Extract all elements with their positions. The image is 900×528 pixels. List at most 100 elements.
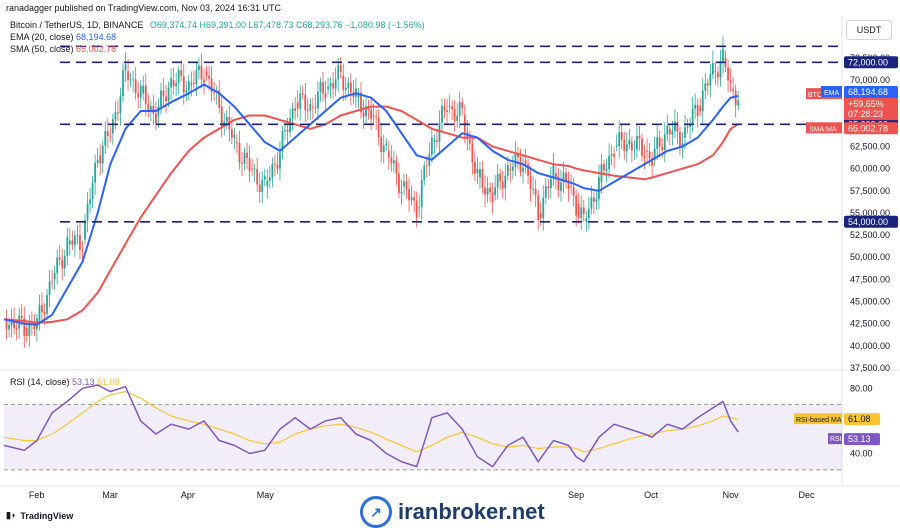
candle-body (167, 87, 170, 102)
candle-body (592, 197, 595, 202)
candle-body (203, 79, 205, 83)
candle-body (691, 108, 694, 125)
candle-body (474, 162, 476, 174)
time-tick-label: Oct (644, 490, 659, 500)
candle-body (43, 312, 46, 314)
candle-body (517, 153, 519, 158)
candle-body (524, 159, 527, 165)
candle-body (587, 208, 590, 219)
tv-logo-icon: ▮◗ (6, 510, 17, 520)
candle-body (456, 115, 459, 121)
candle-body (711, 63, 714, 75)
candle-body (149, 105, 152, 111)
candle-body (23, 318, 26, 336)
candle-body (129, 79, 132, 81)
candle-body (405, 181, 408, 190)
tradingview-logo[interactable]: ▮◗ TradingView (6, 510, 73, 521)
candle-body (372, 115, 375, 118)
sma-legend[interactable]: SMA (50, close) 65,002.78 (10, 44, 116, 54)
candle-body (468, 139, 471, 144)
candle-body (494, 187, 497, 196)
candle-body (448, 106, 451, 108)
candle-body (165, 96, 167, 102)
candle-body (205, 71, 208, 76)
candle-body (5, 319, 8, 330)
candle-body (61, 259, 64, 269)
candle-body (415, 200, 418, 218)
candle-body (618, 132, 621, 147)
candle-body (395, 160, 398, 174)
candle-body (279, 152, 281, 169)
time-tick-label: Mar (102, 490, 118, 500)
price-tick-label: 37,500.00 (850, 363, 890, 373)
candle-body (418, 207, 421, 209)
candle-body (263, 175, 266, 180)
candle-body (241, 162, 243, 164)
symbol-name[interactable]: Bitcoin / TetherUS, 1D, BINANCE (10, 20, 144, 30)
currency-button[interactable]: USDT (846, 20, 892, 40)
ma-price-bg (844, 122, 898, 135)
candle-body (79, 235, 81, 250)
candle-body (433, 140, 436, 143)
candle-body (8, 325, 10, 330)
rsi-value: 53.13 (72, 377, 95, 387)
candle-body (46, 294, 48, 314)
sma-label: SMA (50, close) (10, 44, 74, 54)
candle-body (430, 137, 433, 155)
candle-body (294, 108, 297, 111)
rsi-tag-bg (828, 433, 842, 445)
ma-price-label: 68,194.68 (848, 87, 888, 97)
candle-body (281, 130, 284, 151)
rsi-ma-value: 61.08 (97, 377, 120, 387)
candle-body (491, 192, 494, 202)
candle-body (200, 65, 203, 80)
candle-body (646, 150, 648, 152)
candle-body (182, 76, 185, 93)
candle-body (552, 164, 555, 179)
candle-body (501, 181, 504, 189)
rsi-legend[interactable]: RSI (14, close) 53.13 61.08 (10, 377, 120, 387)
candle-body (33, 324, 36, 330)
candle-body (732, 88, 735, 91)
candle-body (461, 102, 464, 109)
candle-body (10, 319, 13, 326)
ema-value: 68,194.68 (76, 32, 117, 42)
level-label: 54,000.00 (848, 217, 888, 227)
candle-body (656, 137, 659, 149)
candle-body (225, 116, 228, 122)
candle-body (514, 153, 517, 167)
candle-body (266, 180, 269, 187)
candle-body (562, 172, 565, 183)
candle-body (339, 65, 342, 72)
candle-body (86, 203, 89, 221)
candle-body (694, 104, 697, 109)
level-label-bg (844, 56, 898, 69)
candle-body (76, 235, 79, 237)
candle-body (506, 164, 509, 176)
ma-tag: SMA:MA (809, 126, 837, 133)
candle-body (53, 273, 56, 280)
ema-legend[interactable]: EMA (20, close) 68,194.68 (10, 32, 116, 42)
candle-body (590, 197, 593, 209)
candle-body (38, 305, 41, 324)
candle-body (651, 158, 654, 166)
candle-body (648, 151, 651, 159)
candle-body (595, 199, 598, 202)
candle-body (198, 65, 200, 71)
candle-body (572, 187, 575, 196)
candle-body (377, 117, 380, 138)
candle-body (253, 168, 256, 170)
candle-body (446, 110, 448, 113)
candle-body (170, 77, 172, 88)
candle-body (48, 281, 51, 295)
candle-body (375, 117, 378, 118)
candle-body (162, 90, 165, 97)
candle-body (628, 139, 631, 145)
candle-body (613, 153, 616, 157)
candle-body (106, 130, 109, 136)
candle-body (58, 257, 61, 260)
candle-body (582, 207, 585, 215)
rsi-ma-line (3, 391, 739, 453)
candle-body (319, 82, 322, 92)
candle-body (304, 94, 307, 111)
